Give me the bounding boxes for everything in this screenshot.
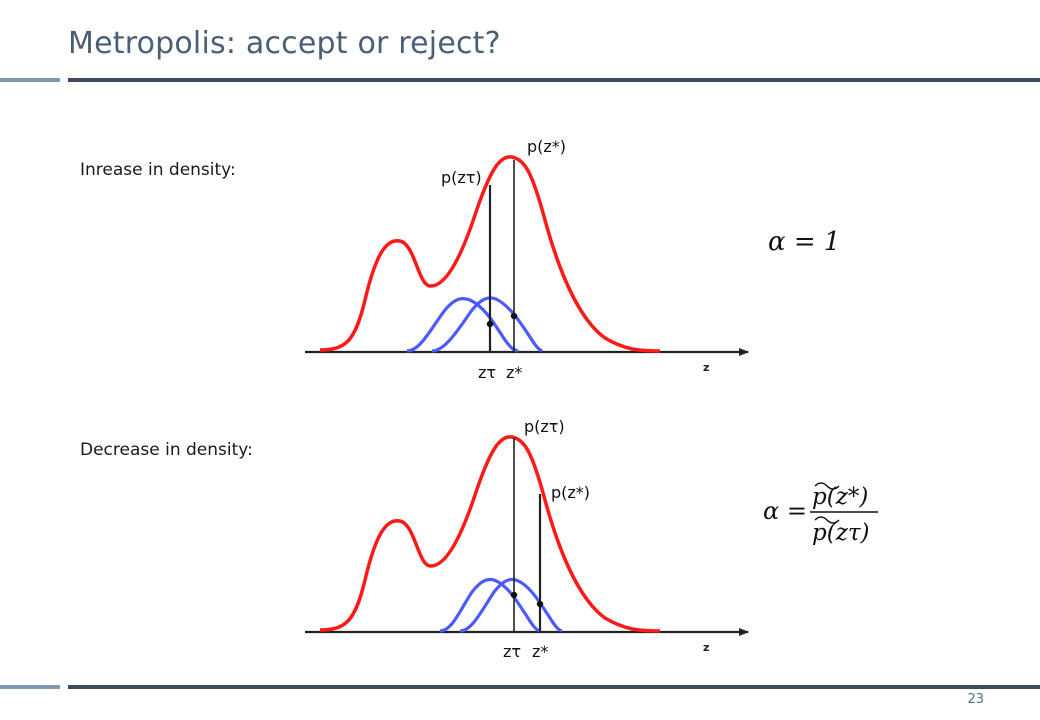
- header-rule: [68, 78, 1040, 82]
- increase-label: Inrease in density:: [80, 160, 236, 180]
- current-x-label: zτ: [478, 363, 496, 382]
- current-x-label: zτ: [503, 642, 521, 661]
- footer-rule: [68, 685, 1040, 689]
- acceptance-ratio-formula: α = p(z*) p(zτ): [763, 482, 878, 546]
- formula-lhs: α =: [763, 497, 807, 525]
- proposal-density-current: [439, 577, 541, 633]
- target-density-curve: [319, 155, 661, 353]
- formula-denominator: p(zτ): [812, 520, 870, 546]
- current-point: [510, 591, 518, 599]
- current-value-label: p(zτ): [524, 417, 565, 436]
- current-point: [486, 320, 494, 328]
- target-density-curve: [319, 435, 661, 633]
- proposal-x-label: z*: [532, 642, 548, 661]
- proposal-value-label: p(z*): [527, 137, 566, 156]
- footer-rule-accent: [0, 685, 60, 689]
- z-axis-label: z: [703, 361, 709, 374]
- proposal-density-proposal: [459, 577, 563, 633]
- z-axis-label: z: [703, 641, 709, 654]
- slide-title: Metropolis: accept or reject?: [68, 26, 501, 61]
- tilde-mark-denominator: [814, 516, 840, 524]
- page-number: 23: [967, 692, 984, 707]
- proposal-density-proposal: [431, 296, 543, 353]
- accept-formula: α = 1: [768, 227, 840, 257]
- header-rule-accent: [0, 78, 60, 82]
- increase-figure: z p(zτ) p(z*) zτ z* α = 1: [305, 137, 840, 382]
- proposal-point: [510, 312, 518, 320]
- tilde-mark-numerator: [814, 482, 840, 490]
- formula-numerator: p(z*): [812, 484, 868, 510]
- proposal-density-current: [406, 297, 519, 353]
- current-value-label: p(zτ): [441, 168, 482, 187]
- proposal-x-label: z*: [506, 363, 522, 382]
- decrease-label: Decrease in density:: [80, 440, 253, 460]
- decrease-figure: z p(zτ) p(z*) zτ z* α = p(z*) p(zτ): [305, 417, 878, 661]
- proposal-point: [536, 600, 544, 608]
- proposal-value-label: p(z*): [551, 483, 590, 502]
